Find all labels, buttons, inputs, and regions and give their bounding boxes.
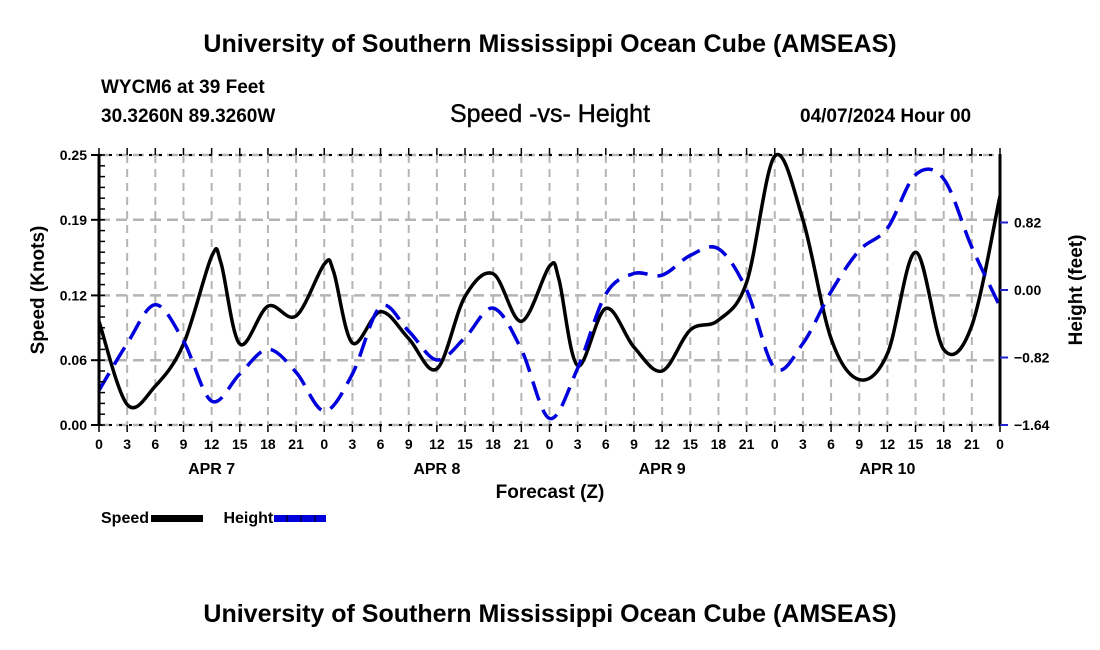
y-tick-label: 0.25 <box>60 147 87 163</box>
legend-label-height: Height <box>223 510 274 527</box>
y2-tick-label: 0.82 <box>1014 215 1041 231</box>
x-tick-label: 15 <box>908 436 924 452</box>
x-tick-label: 21 <box>964 436 980 452</box>
x-day-label: APR 7 <box>188 461 235 478</box>
y-tick-label: 0.06 <box>60 352 87 368</box>
x-tick-label: 21 <box>514 436 530 452</box>
x-day-label: APR 10 <box>859 461 915 478</box>
x-tick-label: 18 <box>936 436 952 452</box>
chart-title: Speed -vs- Height <box>449 100 651 128</box>
x-tick-label: 15 <box>232 436 248 452</box>
x-tick-label: 21 <box>739 436 755 452</box>
x-tick-label: 21 <box>288 436 304 452</box>
x-tick-label: 12 <box>204 436 220 452</box>
x-tick-label: 6 <box>377 436 385 452</box>
x-tick-label: 6 <box>602 436 610 452</box>
y2-tick-label: −0.82 <box>1014 350 1050 366</box>
x-day-label: APR 9 <box>639 461 686 478</box>
x-tick-label: 18 <box>485 436 501 452</box>
legend-item-height: Height <box>223 510 327 527</box>
x-tick-label: 18 <box>711 436 727 452</box>
x-tick-label: 6 <box>151 436 159 452</box>
series-layer <box>97 152 1002 421</box>
x-tick-label: 3 <box>349 436 357 452</box>
x-tick-label: 3 <box>574 436 582 452</box>
x-day-label: APR 8 <box>413 461 460 478</box>
forecast-datetime: 04/07/2024 Hour 00 <box>800 106 972 127</box>
x-tick-label: 18 <box>260 436 276 452</box>
x-tick-label: 12 <box>429 436 445 452</box>
x-tick-label: 0 <box>320 436 328 452</box>
x-tick-label: 12 <box>880 436 896 452</box>
y-tick-label: 0.12 <box>60 287 87 303</box>
series-line-speed <box>97 152 1002 410</box>
x-tick-label: 0 <box>996 436 1004 452</box>
legend-swatch-speed <box>151 515 204 523</box>
legend-swatch-height <box>274 515 327 523</box>
x-tick-label: 0 <box>546 436 554 452</box>
x-tick-label: 9 <box>630 436 638 452</box>
y-tick-label: 0.00 <box>60 417 87 433</box>
x-tick-label: 9 <box>405 436 413 452</box>
x-tick-label: 0 <box>771 436 779 452</box>
x-tick-label: 3 <box>123 436 131 452</box>
y2-tick-label: 0.00 <box>1014 282 1041 298</box>
legend-item-speed: Speed <box>101 510 207 527</box>
main-title: University of Southern Mississippi Ocean… <box>203 30 897 58</box>
tick-labels: 0.00 0.06 0.12 0.19 0.25 −1.64 −0.82 0.00 0.82 0 3… <box>60 147 1050 478</box>
footer-title: University of Southern Mississippi Ocean… <box>203 600 897 628</box>
x-tick-label: 12 <box>654 436 670 452</box>
y-axis-label: Speed (Knots) <box>28 226 49 355</box>
station-label: WYCM6 at 39 Feet <box>101 77 265 98</box>
grid <box>99 153 1000 427</box>
legend: Speed Height <box>101 510 327 528</box>
x-axis-label: Forecast (Z) <box>495 482 605 503</box>
axes <box>91 148 1008 432</box>
series-line-height <box>97 167 1002 421</box>
x-tick-label: 9 <box>855 436 863 452</box>
coordinates-label: 30.3260N 89.3260W <box>101 106 276 127</box>
x-tick-label: 6 <box>827 436 835 452</box>
y2-axis-label: Height (feet) <box>1066 235 1087 346</box>
x-tick-label: 15 <box>682 436 698 452</box>
x-tick-label: 0 <box>95 436 103 452</box>
x-tick-label: 15 <box>457 436 473 452</box>
y-tick-label: 0.19 <box>60 212 87 228</box>
legend-label-speed: Speed <box>101 510 150 527</box>
x-tick-label: 9 <box>180 436 188 452</box>
y2-tick-label: −1.64 <box>1014 417 1050 433</box>
x-tick-label: 3 <box>799 436 807 452</box>
